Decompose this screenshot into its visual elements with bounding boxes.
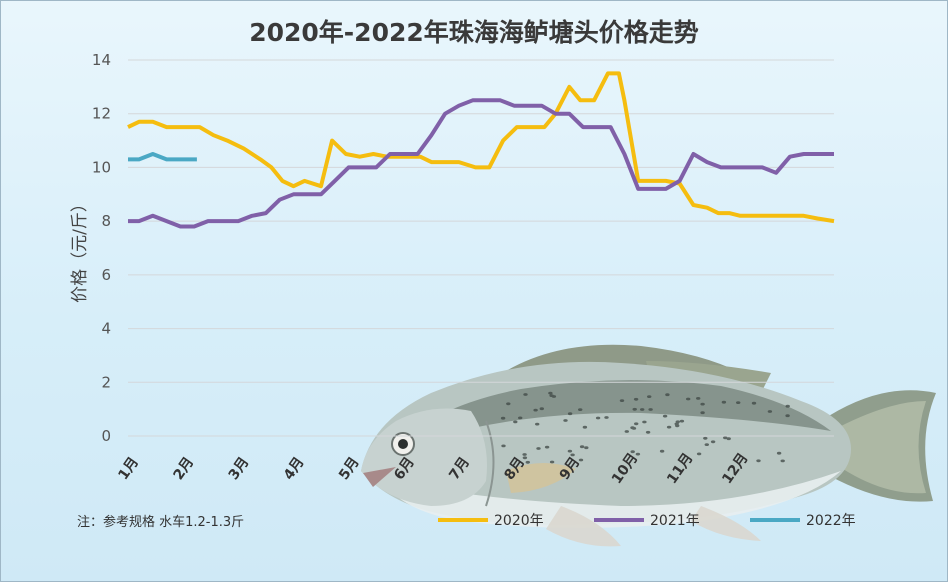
fish-spot [630, 426, 635, 430]
fish-spot [523, 393, 528, 396]
y-tick-label: 14 [92, 51, 111, 69]
fish-spot [578, 408, 583, 411]
fish-spot [522, 456, 528, 460]
fish-spot [723, 436, 728, 440]
fish-spot [700, 411, 705, 415]
fish-spot [675, 420, 680, 424]
fish-spot [578, 458, 584, 462]
fish-spot [679, 419, 685, 423]
fish-spot [549, 460, 555, 464]
y-tick-label: 12 [92, 105, 111, 123]
fish-spot [640, 408, 645, 411]
fish-spot [525, 460, 530, 464]
fish-spot [703, 436, 708, 440]
legend-label: 2020年 [494, 513, 544, 529]
fish-spot [632, 407, 637, 411]
fish-spot [624, 430, 629, 433]
fish-spot [563, 419, 568, 422]
fish-spot [726, 437, 731, 441]
fish-spot [567, 449, 573, 453]
fish-spot [567, 412, 573, 416]
fish-spot [665, 393, 670, 397]
fish-spot [710, 440, 716, 444]
fish-spot [785, 414, 790, 418]
fish-spot [544, 445, 550, 449]
series-lines [127, 71, 835, 229]
fish-spot [721, 400, 727, 404]
fish-spot [751, 401, 757, 405]
fish-spot [675, 424, 680, 428]
fish-spot [506, 402, 511, 406]
fish-spot [647, 395, 652, 398]
fish-spot [736, 401, 741, 404]
fish-spot [500, 416, 506, 420]
fish-spot [584, 446, 589, 450]
fish-spot [570, 453, 575, 457]
fish-spot [696, 397, 701, 400]
fish-spot [700, 402, 705, 406]
fish-spot [645, 430, 651, 434]
fish-spot [536, 447, 541, 450]
fish-spot [648, 408, 653, 411]
fish-spot [780, 459, 785, 463]
x-tick-label: 3月 [226, 454, 253, 483]
y-axis-label: 价格（元/斤） [70, 195, 90, 303]
y-tick-label: 6 [101, 266, 111, 284]
legend-label: 2022年 [806, 513, 856, 529]
fish-spot [686, 397, 691, 401]
series-line-3 [128, 152, 197, 162]
fish-spot [662, 414, 668, 418]
y-tick-label: 4 [101, 320, 111, 338]
series-line-2 [128, 98, 834, 229]
y-tick-label: 8 [101, 212, 111, 230]
fish-spot [767, 410, 773, 413]
chart-note: 注：参考规格 水车1.2-1.3斤 [77, 515, 245, 530]
fish-spot [579, 445, 585, 449]
legend: 2020年 2021年 2022年 [438, 513, 856, 529]
fish-spot [635, 452, 641, 456]
fish-spot [630, 450, 635, 454]
fish-spot [535, 422, 540, 426]
fish-spot [513, 420, 518, 424]
sea-bass-fish-image [361, 344, 936, 547]
y-tick-labels: 0 2 4 6 8 10 12 14 [92, 51, 111, 445]
legend-label: 2021年 [650, 513, 700, 529]
fish-spot [501, 444, 506, 448]
fish-spot [548, 391, 553, 395]
x-tick-label: 4月 [281, 454, 308, 483]
fish-spot [633, 397, 639, 401]
fish-spot [756, 459, 761, 463]
x-tick-label: 5月 [336, 454, 363, 483]
fish-spot [659, 449, 665, 453]
fish-spot [604, 416, 609, 419]
chart-title: 2020年-2022年珠海海鲈塘头价格走势 [249, 18, 699, 47]
fish-spot [595, 416, 601, 420]
x-tick-label: 2月 [171, 454, 198, 483]
fish-spot [518, 416, 523, 420]
fish-spot [696, 452, 702, 456]
fish-spot [776, 451, 782, 455]
fish-spot [539, 407, 544, 411]
fish-spot [549, 394, 554, 397]
y-tick-label: 10 [92, 158, 111, 176]
fish-spot [666, 425, 672, 429]
series-line-1 [127, 71, 835, 224]
fish-spot [642, 420, 647, 424]
fish-spot [704, 443, 709, 446]
fish-spot [785, 404, 790, 408]
fish-spot [634, 422, 639, 426]
y-tick-label: 2 [101, 373, 111, 391]
y-tick-label: 0 [101, 427, 111, 445]
fish-spot [619, 399, 625, 402]
fish-spot [533, 408, 538, 412]
x-tick-label: 1月 [115, 454, 142, 483]
fish-spot [522, 453, 527, 456]
fish-spot [582, 425, 588, 429]
